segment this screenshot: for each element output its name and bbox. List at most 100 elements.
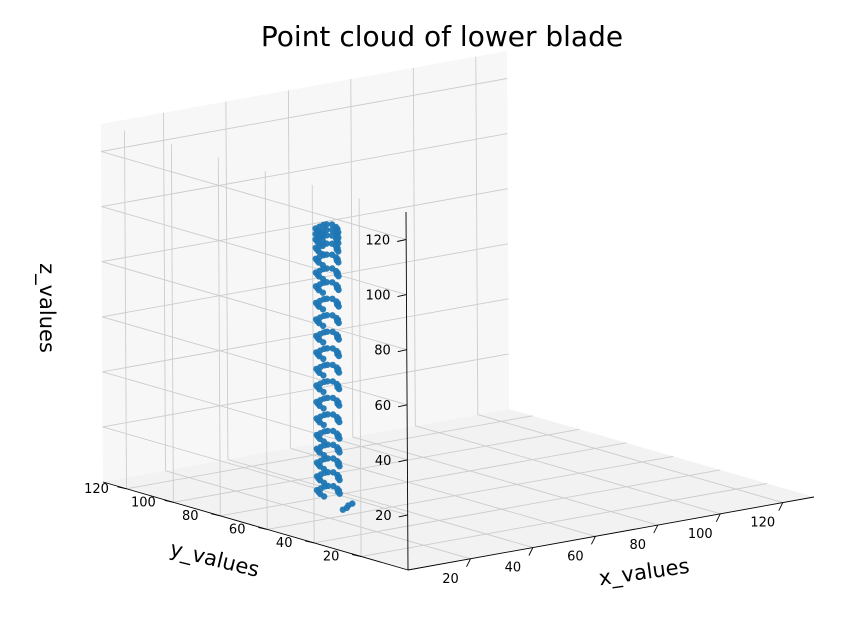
y-tick-mark (211, 513, 221, 517)
x-tick-label: 100 (688, 527, 713, 542)
y-grid-line (217, 157, 221, 516)
y-tick-mark (117, 486, 127, 490)
y-grid-line (124, 130, 127, 489)
x-tick-mark (778, 502, 784, 511)
z-grid-line (101, 206, 407, 296)
z-tick-mark (397, 349, 407, 353)
z-grid-line (102, 243, 509, 318)
data-point (335, 352, 343, 360)
data-point (336, 449, 343, 456)
data-point (336, 418, 343, 426)
z-tick-mark (398, 404, 408, 408)
z-grid-line (101, 261, 407, 351)
x-grid-line (415, 425, 721, 515)
x-grid-line (165, 470, 471, 560)
y-tick-mark (258, 526, 268, 530)
data-point (320, 355, 327, 362)
y-tick-mark (164, 499, 174, 503)
data-point (320, 339, 327, 346)
data-point (319, 231, 326, 239)
data-point (319, 289, 327, 296)
data-point (319, 275, 327, 283)
z-tick-label: 20 (375, 509, 392, 524)
z-grid-line (101, 151, 407, 240)
y-tick-label: 80 (182, 509, 199, 524)
y-grid-line (267, 455, 674, 530)
data-point (319, 242, 326, 250)
x-tick-label: 40 (505, 561, 522, 576)
z-tick-mark (397, 294, 407, 298)
x-tick-label: 120 (750, 516, 775, 531)
data-point (336, 435, 343, 442)
x-tick-mark (466, 558, 471, 568)
y-grid-line (314, 469, 721, 544)
x-axis-label: x_values (597, 554, 691, 591)
y-tick-label: 20 (323, 550, 340, 565)
data-point (320, 452, 328, 459)
data-point (320, 421, 327, 429)
z-grid-line (101, 188, 508, 263)
z-tick-mark (398, 459, 408, 463)
x-tick-mark (653, 524, 659, 534)
data-point (319, 237, 326, 244)
data-point (335, 234, 342, 241)
y-tick-label: 60 (229, 522, 246, 537)
x-grid-line (350, 79, 354, 438)
grid-lines (101, 56, 783, 560)
data-point (339, 506, 347, 513)
axes-panes (101, 51, 814, 570)
x-grid-line (163, 112, 166, 471)
x-tick-mark (590, 536, 596, 545)
x-grid-line (225, 101, 229, 460)
data-point (335, 369, 343, 376)
y-grid-line (311, 184, 315, 543)
y-axis-label: y_values (167, 537, 262, 583)
data-point (320, 438, 327, 445)
data-point (336, 463, 343, 470)
data-point (335, 228, 342, 236)
z-grid-line (101, 316, 408, 406)
x-tick-mark (715, 513, 721, 523)
x-grid-line (475, 56, 479, 415)
z-axis-label: z_values (34, 263, 59, 353)
data-point (320, 388, 327, 396)
z-grid-line (101, 133, 508, 208)
y-tick-mark (305, 540, 315, 544)
z-tick-mark (398, 514, 408, 518)
x-tick-label: 60 (567, 549, 584, 564)
tick-marks (117, 239, 784, 568)
data-point (336, 490, 343, 497)
x-grid-line (287, 90, 291, 449)
y-grid-line (358, 198, 362, 557)
x-tick-label: 80 (630, 538, 647, 553)
z-tick-label: 40 (375, 454, 392, 469)
data-point (335, 319, 342, 327)
y-grid-line (220, 442, 627, 517)
right-pane (101, 51, 509, 482)
data-point (335, 385, 343, 393)
z-tick-label: 100 (366, 289, 391, 304)
x-grid-line (227, 459, 534, 548)
data-point (320, 493, 328, 500)
y-tick-mark (352, 554, 362, 557)
z-tick-label: 80 (374, 344, 391, 359)
data-point (335, 286, 342, 294)
y-tick-label: 40 (276, 536, 293, 551)
x-grid-line (412, 67, 416, 426)
data-point (335, 273, 342, 280)
data-point (335, 259, 342, 266)
z-axis-line (405, 211, 409, 571)
data-points (312, 221, 356, 513)
y-grid-line (361, 483, 768, 557)
z-tick-label: 60 (375, 399, 392, 414)
data-point (336, 402, 343, 409)
data-point (336, 476, 343, 484)
z-tick-mark (397, 239, 407, 242)
y-grid-line (126, 415, 533, 490)
x-grid-line (477, 414, 783, 504)
z-grid-line (102, 353, 509, 428)
data-point (320, 479, 328, 486)
y-tick-label: 120 (84, 482, 109, 497)
y-grid-line (264, 171, 268, 530)
